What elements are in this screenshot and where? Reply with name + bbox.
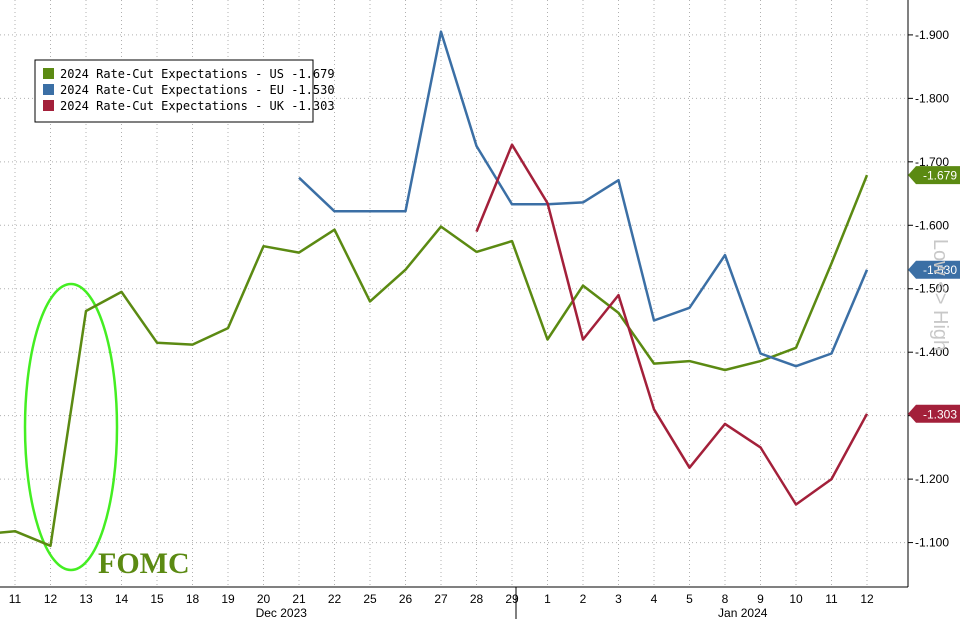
legend-label-us: 2024 Rate-Cut Expectations - US -1.679 — [60, 67, 335, 81]
legend-label-uk: 2024 Rate-Cut Expectations - UK -1.303 — [60, 99, 335, 113]
annotation-layer: FOMC — [23, 282, 190, 580]
legend-swatch-us — [43, 68, 54, 79]
month-label: Dec 2023 — [256, 606, 308, 620]
x-tick-label: 14 — [115, 592, 129, 606]
side-axis-label: Low <> High — [929, 239, 951, 351]
x-tick-label: 10 — [789, 592, 803, 606]
last-value-badge-text: -1.679 — [923, 169, 957, 183]
y-tick-label: -1.500 — [915, 282, 949, 296]
x-tick-label: 13 — [79, 592, 93, 606]
series-line-eu — [298, 30, 869, 368]
y-tick-label: -1.700 — [915, 155, 949, 169]
x-tick-label: 15 — [150, 592, 164, 606]
legend: 2024 Rate-Cut Expectations - US -1.679 2… — [34, 59, 335, 123]
x-tick-label: 1 — [544, 592, 551, 606]
x-tick-label: 9 — [757, 592, 764, 606]
y-tick-label: -1.200 — [915, 472, 949, 486]
x-tick-label: 3 — [615, 592, 622, 606]
x-tick-label: 8 — [722, 592, 729, 606]
x-tick-label: 26 — [399, 592, 413, 606]
x-tick-label: 20 — [257, 592, 271, 606]
fomc-ellipse — [23, 282, 119, 572]
y-tick-label: -1.100 — [915, 536, 949, 550]
legend-swatch-eu — [43, 84, 54, 95]
series-layer — [0, 30, 869, 548]
series-line-uk — [475, 143, 869, 506]
y-tick-label: -1.600 — [915, 218, 949, 232]
fomc-annotation: FOMC — [98, 547, 190, 580]
x-tick-label: 19 — [221, 592, 235, 606]
legend-box — [34, 59, 314, 123]
grid-layer — [0, 0, 908, 587]
last-value-badge-uk — [908, 404, 960, 423]
x-tick-label: 28 — [470, 592, 484, 606]
last-value-badge-eu — [908, 260, 960, 279]
x-tick-label: 5 — [686, 592, 693, 606]
x-tick-label: 2 — [580, 592, 587, 606]
x-tick-label: 11 — [825, 592, 838, 606]
x-tick-label: 12 — [44, 592, 58, 606]
y-tick-label: -1.800 — [915, 91, 949, 105]
x-tick-label: 18 — [186, 592, 200, 606]
x-tick-label: 25 — [363, 592, 377, 606]
legend-swatch-uk — [43, 100, 54, 111]
x-tick-label: 22 — [328, 592, 342, 606]
x-tick-label: 4 — [651, 592, 658, 606]
month-label: Jan 2024 — [718, 606, 768, 620]
series-line-us — [0, 174, 869, 548]
x-tick-label: 12 — [860, 592, 874, 606]
x-tick-label: 27 — [434, 592, 448, 606]
badge-layer: -1.679 -1.530 -1.303 — [908, 166, 960, 423]
x-tick-label: 11 — [9, 592, 22, 606]
last-value-badge-text: -1.303 — [923, 407, 957, 421]
legend-label-eu: 2024 Rate-Cut Expectations - EU -1.530 — [60, 83, 335, 97]
y-tick-label: -1.900 — [915, 28, 949, 42]
x-tick-label: 21 — [292, 592, 306, 606]
y-tick-label: -1.400 — [915, 345, 949, 359]
x-tick-label: 29 — [505, 592, 519, 606]
last-value-badge-us — [908, 166, 960, 185]
last-value-badge-text: -1.530 — [923, 263, 957, 277]
